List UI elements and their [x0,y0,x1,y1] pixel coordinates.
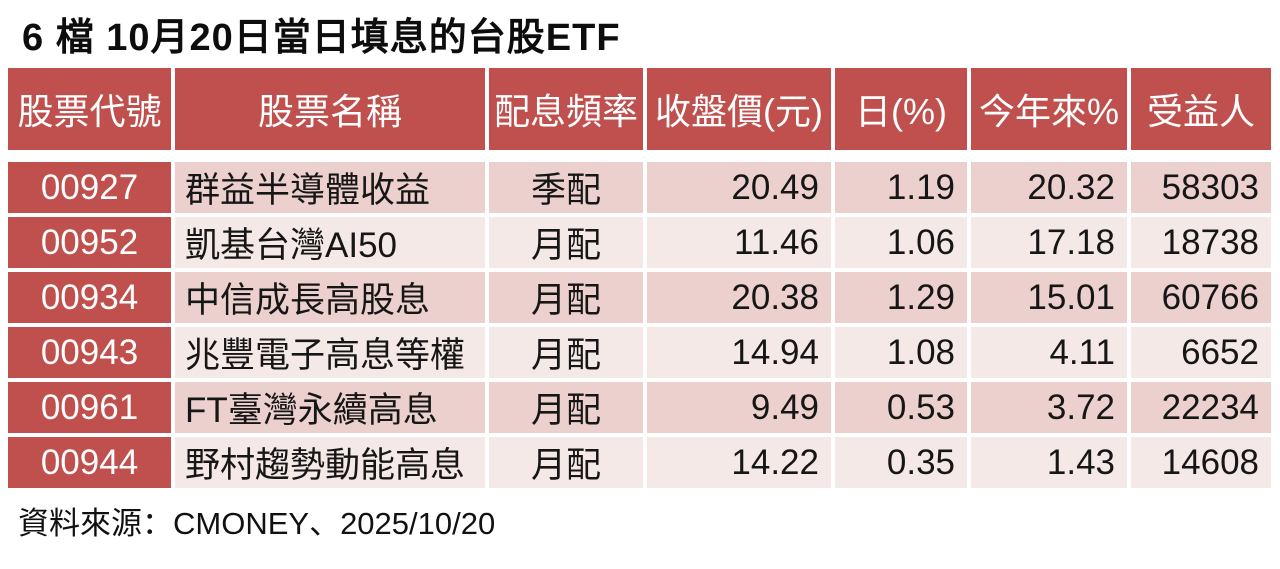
ytd-change-cell: 15.01 [971,272,1127,323]
ytd-change-cell: 17.18 [971,217,1127,268]
ytd-change-cell: 4.11 [971,327,1127,378]
header-beneficiaries: 受益人 [1131,68,1271,150]
header-stock-code: 股票代號 [8,68,171,150]
table-row: 00952 凱基台灣AI50 月配 11.46 1.06 17.18 18738 [8,217,1272,268]
beneficiaries-cell: 18738 [1131,217,1271,268]
day-change-cell: 0.53 [835,382,967,433]
table-row: 00944 野村趨勢動能高息 月配 14.22 0.35 1.43 14608 [8,437,1272,488]
table-row: 00961 FT臺灣永續高息 月配 9.49 0.53 3.72 22234 [8,382,1272,433]
stock-code-cell: 00934 [8,272,171,323]
table-row: 00927 群益半導體收益 季配 20.49 1.19 20.32 58303 [8,162,1272,213]
beneficiaries-cell: 6652 [1131,327,1271,378]
day-change-cell: 0.35 [835,437,967,488]
beneficiaries-cell: 60766 [1131,272,1271,323]
dividend-freq-cell: 月配 [489,217,643,268]
header-stock-name: 股票名稱 [175,68,485,150]
close-price-cell: 20.38 [647,272,831,323]
table-row: 00943 兆豐電子高息等權 月配 14.94 1.08 4.11 6652 [8,327,1272,378]
beneficiaries-cell: 58303 [1131,162,1271,213]
day-change-cell: 1.19 [835,162,967,213]
ytd-change-cell: 3.72 [971,382,1127,433]
close-price-cell: 14.94 [647,327,831,378]
header-close-price: 收盤價(元) [647,68,831,150]
dividend-freq-cell: 月配 [489,327,643,378]
stock-code-cell: 00961 [8,382,171,433]
close-price-cell: 9.49 [647,382,831,433]
stock-code-cell: 00927 [8,162,171,213]
dividend-freq-cell: 月配 [489,272,643,323]
etf-table: 股票代號 股票名稱 配息頻率 收盤價(元) 日(%) 今年來% 受益人 0092… [8,68,1272,488]
table-body: 00927 群益半導體收益 季配 20.49 1.19 20.32 58303 … [8,162,1272,488]
ytd-change-cell: 1.43 [971,437,1127,488]
close-price-cell: 14.22 [647,437,831,488]
stock-name-cell: FT臺灣永續高息 [175,382,485,433]
stock-name-cell: 群益半導體收益 [175,162,485,213]
header-dividend-freq: 配息頻率 [489,68,643,150]
beneficiaries-cell: 14608 [1131,437,1271,488]
stock-code-cell: 00943 [8,327,171,378]
table-row: 00934 中信成長高股息 月配 20.38 1.29 15.01 60766 [8,272,1272,323]
stock-code-cell: 00944 [8,437,171,488]
stock-name-cell: 兆豐電子高息等權 [175,327,485,378]
source-note: 資料來源：CMONEY、2025/10/20 [18,506,496,541]
header-ytd-change: 今年來% [971,68,1127,150]
close-price-cell: 20.49 [647,162,831,213]
day-change-cell: 1.29 [835,272,967,323]
stock-name-cell: 野村趨勢動能高息 [175,437,485,488]
dividend-freq-cell: 月配 [489,382,643,433]
page-title: 6 檔 10月20日當日填息的台股ETF [22,17,621,59]
day-change-cell: 1.06 [835,217,967,268]
dividend-freq-cell: 月配 [489,437,643,488]
stock-name-cell: 凱基台灣AI50 [175,217,485,268]
dividend-freq-cell: 季配 [489,162,643,213]
day-change-cell: 1.08 [835,327,967,378]
header-day-change: 日(%) [835,68,967,150]
stock-name-cell: 中信成長高股息 [175,272,485,323]
ytd-change-cell: 20.32 [971,162,1127,213]
table-header-row: 股票代號 股票名稱 配息頻率 收盤價(元) 日(%) 今年來% 受益人 [8,68,1272,150]
beneficiaries-cell: 22234 [1131,382,1271,433]
close-price-cell: 11.46 [647,217,831,268]
stock-code-cell: 00952 [8,217,171,268]
